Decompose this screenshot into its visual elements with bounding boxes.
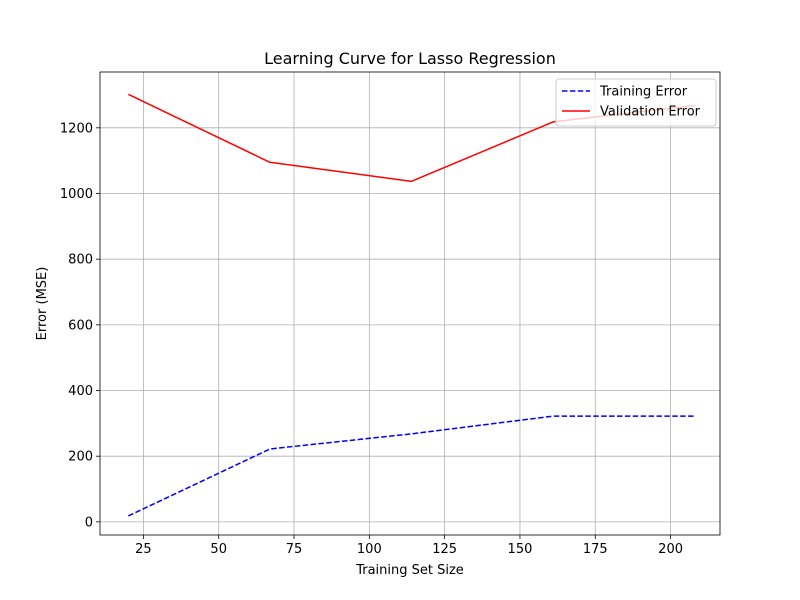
plot-area bbox=[100, 72, 720, 535]
legend: Training Error Validation Error bbox=[555, 78, 717, 127]
y-tick-label: 800 bbox=[68, 253, 93, 268]
grid-layer bbox=[100, 72, 720, 535]
x-tick-label: 150 bbox=[508, 542, 533, 557]
x-tick-label: 200 bbox=[658, 542, 683, 557]
x-tick-label: 175 bbox=[583, 542, 608, 557]
y-tick-label: 1000 bbox=[60, 187, 93, 202]
x-tick-label: 25 bbox=[135, 542, 152, 557]
chart-title: Learning Curve for Lasso Regression bbox=[264, 49, 556, 68]
y-tick-label: 0 bbox=[85, 515, 93, 530]
series-line-training-error bbox=[127, 415, 695, 517]
legend-box bbox=[555, 78, 717, 127]
x-tick-label: 75 bbox=[286, 542, 303, 557]
legend-label-validation-error: Validation Error bbox=[600, 105, 701, 120]
plot-frame bbox=[99, 71, 721, 536]
y-axis-label: Error (MSE) bbox=[35, 267, 50, 341]
legend-label-training-error: Training Error bbox=[599, 85, 688, 100]
y-tick-label: 200 bbox=[68, 450, 93, 465]
y-tick-label: 600 bbox=[68, 318, 93, 333]
y-tick-label: 1200 bbox=[60, 121, 93, 136]
x-tick-label: 100 bbox=[357, 542, 382, 557]
x-axis-label: Training Set Size bbox=[355, 563, 464, 578]
tick-layer: 25 50 75 100 125 150 175 200 0 200 400 600 800 1000 12… bbox=[60, 121, 683, 557]
x-tick-label: 125 bbox=[432, 542, 457, 557]
x-tick-label: 50 bbox=[210, 542, 227, 557]
y-tick-label: 400 bbox=[68, 384, 93, 399]
